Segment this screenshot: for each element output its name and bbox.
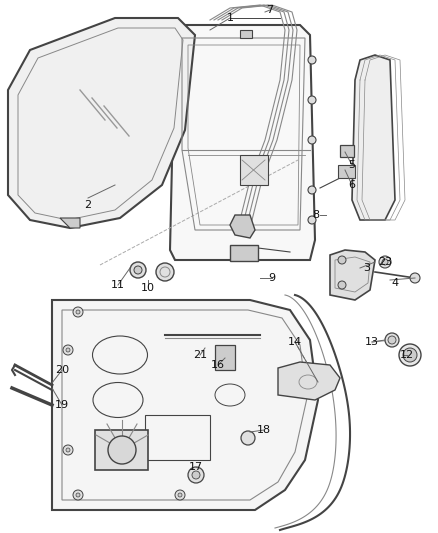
Circle shape — [338, 256, 346, 264]
Circle shape — [134, 266, 142, 274]
Ellipse shape — [403, 348, 417, 362]
Circle shape — [308, 186, 316, 194]
Polygon shape — [230, 215, 255, 238]
Text: 1: 1 — [226, 13, 233, 23]
Ellipse shape — [399, 344, 421, 366]
Polygon shape — [170, 25, 315, 260]
Text: 18: 18 — [257, 425, 271, 435]
Bar — [215, 345, 235, 370]
Circle shape — [73, 307, 83, 317]
Circle shape — [73, 490, 83, 500]
Polygon shape — [60, 218, 80, 228]
Text: 20: 20 — [55, 365, 69, 375]
Circle shape — [156, 263, 174, 281]
Text: 10: 10 — [141, 283, 155, 293]
Polygon shape — [8, 18, 195, 228]
Text: 8: 8 — [312, 210, 320, 220]
Text: 16: 16 — [211, 360, 225, 370]
Circle shape — [63, 345, 73, 355]
Text: 19: 19 — [55, 400, 69, 410]
Circle shape — [63, 445, 73, 455]
Circle shape — [308, 56, 316, 64]
Bar — [230, 245, 258, 261]
Circle shape — [241, 431, 255, 445]
Circle shape — [308, 216, 316, 224]
Circle shape — [76, 310, 80, 314]
Text: 9: 9 — [268, 273, 276, 283]
Polygon shape — [352, 55, 395, 220]
Bar — [340, 145, 354, 157]
Circle shape — [308, 96, 316, 104]
Circle shape — [130, 262, 146, 278]
Circle shape — [410, 273, 420, 283]
Circle shape — [76, 493, 80, 497]
Circle shape — [108, 436, 136, 464]
Text: 12: 12 — [400, 350, 414, 360]
Text: 21: 21 — [193, 350, 207, 360]
Circle shape — [66, 448, 70, 452]
Ellipse shape — [385, 333, 399, 347]
Polygon shape — [330, 250, 375, 300]
Polygon shape — [95, 430, 148, 470]
Polygon shape — [278, 362, 340, 400]
Text: 3: 3 — [364, 263, 371, 273]
Ellipse shape — [388, 336, 396, 344]
Text: 7: 7 — [266, 5, 274, 15]
Text: 23: 23 — [378, 257, 392, 267]
Bar — [240, 30, 252, 38]
Polygon shape — [338, 165, 355, 178]
Polygon shape — [52, 300, 318, 510]
Circle shape — [175, 490, 185, 500]
Circle shape — [308, 136, 316, 144]
Text: 6: 6 — [349, 180, 356, 190]
Circle shape — [178, 493, 182, 497]
Text: 11: 11 — [111, 280, 125, 290]
Text: 13: 13 — [365, 337, 379, 347]
Text: 4: 4 — [392, 278, 399, 288]
Circle shape — [66, 348, 70, 352]
Circle shape — [338, 281, 346, 289]
Text: 2: 2 — [85, 200, 92, 210]
Text: 5: 5 — [349, 160, 356, 170]
Circle shape — [192, 471, 200, 479]
Circle shape — [382, 259, 388, 265]
Text: 17: 17 — [189, 462, 203, 472]
Circle shape — [188, 467, 204, 483]
Circle shape — [379, 256, 391, 268]
Polygon shape — [240, 155, 268, 185]
Text: 14: 14 — [288, 337, 302, 347]
